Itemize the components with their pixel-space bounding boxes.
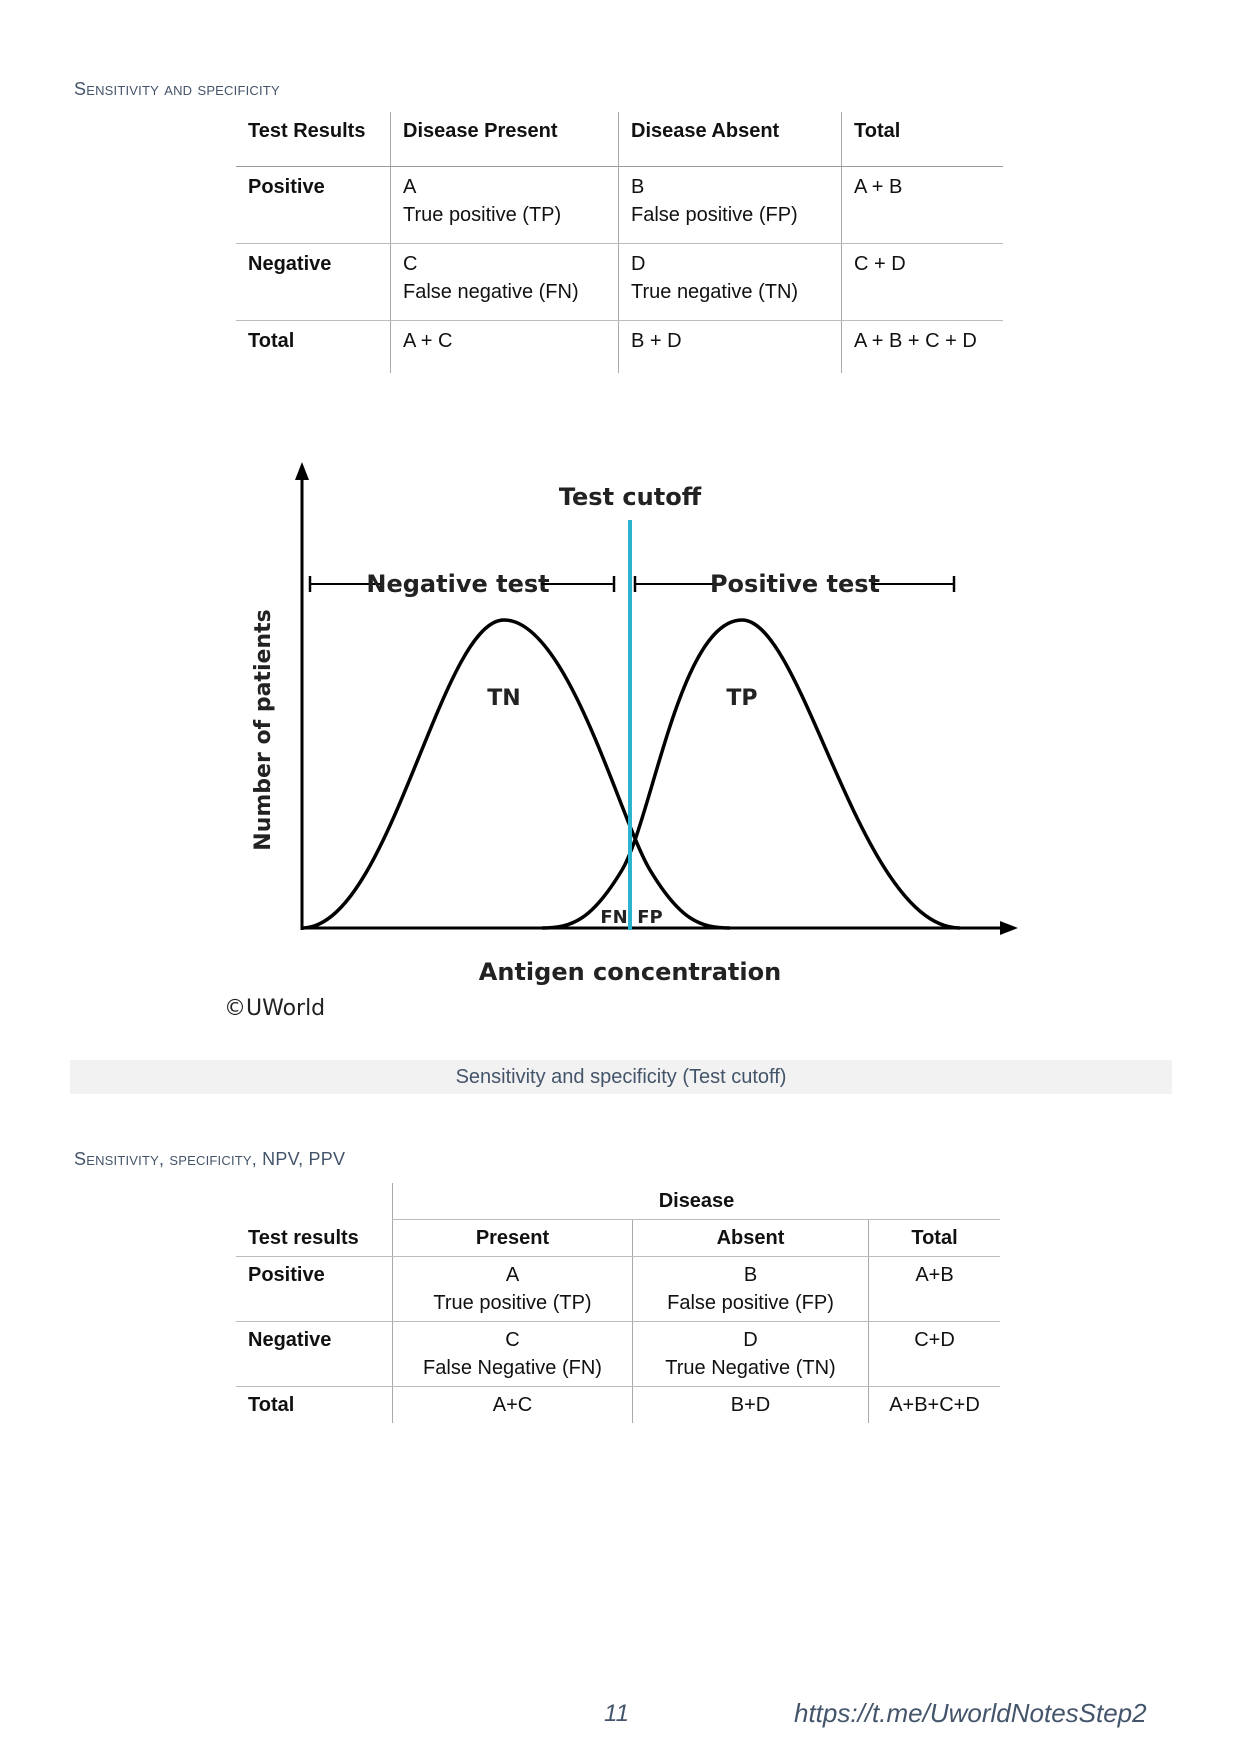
table-row: Total A+C B+D A+B+C+D xyxy=(236,1386,1000,1423)
row-label: Positive xyxy=(236,166,391,244)
header-absent: Absent xyxy=(632,1219,869,1257)
cell-absent: D True Negative (TN) xyxy=(632,1321,869,1387)
row-label: Total xyxy=(248,1394,295,1416)
group-header-row: Disease xyxy=(236,1183,1000,1220)
cell-present: A + C xyxy=(390,320,619,373)
figure-caption: Sensitivity and specificity (Test cutoff… xyxy=(455,1066,787,1088)
sensitivity-specificity-table: Test Results Disease Present Disease Abs… xyxy=(236,112,1003,373)
copyright-uworld: ©UWorld xyxy=(224,996,326,1021)
cell-total: A + B + C + D xyxy=(841,320,1003,373)
row-label: Negative xyxy=(236,243,391,321)
cell-total: A+B xyxy=(868,1256,1000,1322)
positive-distribution-curve xyxy=(541,618,961,930)
table-row: Positive A True positive (TP) B False posi… xyxy=(236,1256,1000,1322)
cell-total: C + D xyxy=(841,243,1003,321)
cell-absent: D True negative (TN) xyxy=(618,243,842,321)
cell-absent: B False positive (FP) xyxy=(632,1256,869,1322)
cell-letter: A xyxy=(403,176,417,198)
cell-text: False positive (FP) xyxy=(667,1292,834,1314)
cell-letter: B xyxy=(631,176,645,198)
section-heading-sensitivity-specificity: Sensitivity and specificity xyxy=(74,79,280,99)
cell-present: A+C xyxy=(392,1386,633,1423)
tp-label: TP xyxy=(726,686,757,711)
cell-text: False positive (FP) xyxy=(631,204,798,226)
table-row: Positive A True positive (TP) B False posi… xyxy=(236,166,1003,244)
cell-present: A True positive (TP) xyxy=(392,1256,633,1322)
cell-text: False Negative (FN) xyxy=(423,1357,602,1379)
tn-label: TN xyxy=(487,686,520,711)
cell-present: C False Negative (FN) xyxy=(392,1321,633,1387)
cell-letter: C xyxy=(505,1329,520,1351)
table-row: Negative C False Negative (FN) D True Nega… xyxy=(236,1321,1000,1387)
test-cutoff-diagram: Negative test Positive test Test cutoff … xyxy=(251,462,1018,986)
header-test-results: Test Results xyxy=(236,112,391,167)
table-row: Total A + C B + D A + B + C + D xyxy=(236,320,1003,373)
section-heading-npv-ppv: Sensitivity, specificity, NPV, PPV xyxy=(74,1149,346,1169)
cell-present: A True positive (TP) xyxy=(390,166,619,244)
row-label: Total xyxy=(248,330,295,352)
x-axis-arrow xyxy=(1000,921,1018,935)
cell-present: C False negative (FN) xyxy=(390,243,619,321)
cell-letter: D xyxy=(743,1329,758,1351)
fn-label: FN xyxy=(600,907,627,928)
header-test-results: Test results xyxy=(236,1219,393,1257)
header-disease: Disease xyxy=(392,1183,1000,1220)
cell-absent: B + D xyxy=(618,320,842,373)
cell-absent: B+D xyxy=(632,1386,869,1423)
y-axis-label: Number of patients xyxy=(251,609,276,850)
figure-caption-bar: Sensitivity and specificity (Test cutoff… xyxy=(70,1060,1172,1094)
cell-absent: B False positive (FP) xyxy=(618,166,842,244)
negative-distribution-curve xyxy=(301,618,731,930)
header-total: Total xyxy=(868,1219,1000,1257)
header-present: Present xyxy=(392,1219,633,1257)
test-cutoff-label: Test cutoff xyxy=(559,483,702,511)
positive-test-label: Positive test xyxy=(710,570,880,598)
cell-letter: C xyxy=(403,253,418,275)
footer-telegram-link[interactable]: https://t.me/UworldNotesStep2 xyxy=(794,1698,1147,1728)
cell-total: A+B+C+D xyxy=(868,1386,1000,1423)
header-disease-absent: Disease Absent xyxy=(618,112,842,167)
cell-text: True negative (TN) xyxy=(631,281,799,303)
table-header-row: Test Results Disease Present Disease Abs… xyxy=(236,112,1003,167)
cell-total: C+D xyxy=(868,1321,1000,1387)
header-total: Total xyxy=(841,112,1003,167)
sensitivity-specificity-npv-ppv-table: Disease Test results Present Absent Tota… xyxy=(236,1183,1000,1423)
page-number: 11 xyxy=(604,1700,629,1727)
cell-text: False negative (FN) xyxy=(403,281,579,303)
header-disease-present: Disease Present xyxy=(390,112,619,167)
cell-text: True positive (TP) xyxy=(403,204,562,226)
cell-letter: A xyxy=(505,1264,520,1286)
table-header-row: Test results Present Absent Total xyxy=(236,1219,1000,1257)
x-axis-label: Antigen concentration xyxy=(479,958,781,986)
negative-test-label: Negative test xyxy=(366,570,549,598)
cell-text: True positive (TP) xyxy=(433,1292,592,1314)
row-label: Negative xyxy=(236,1321,393,1387)
cell-total: A + B xyxy=(841,166,1003,244)
y-axis-arrow xyxy=(295,462,309,480)
table-row: Negative C False negative (FN) D True nega… xyxy=(236,243,1003,321)
row-label: Positive xyxy=(236,1256,393,1322)
cell-letter: D xyxy=(631,253,646,275)
cell-text: True Negative (TN) xyxy=(665,1357,836,1379)
cell-letter: B xyxy=(743,1264,758,1286)
fp-label: FP xyxy=(637,907,663,928)
